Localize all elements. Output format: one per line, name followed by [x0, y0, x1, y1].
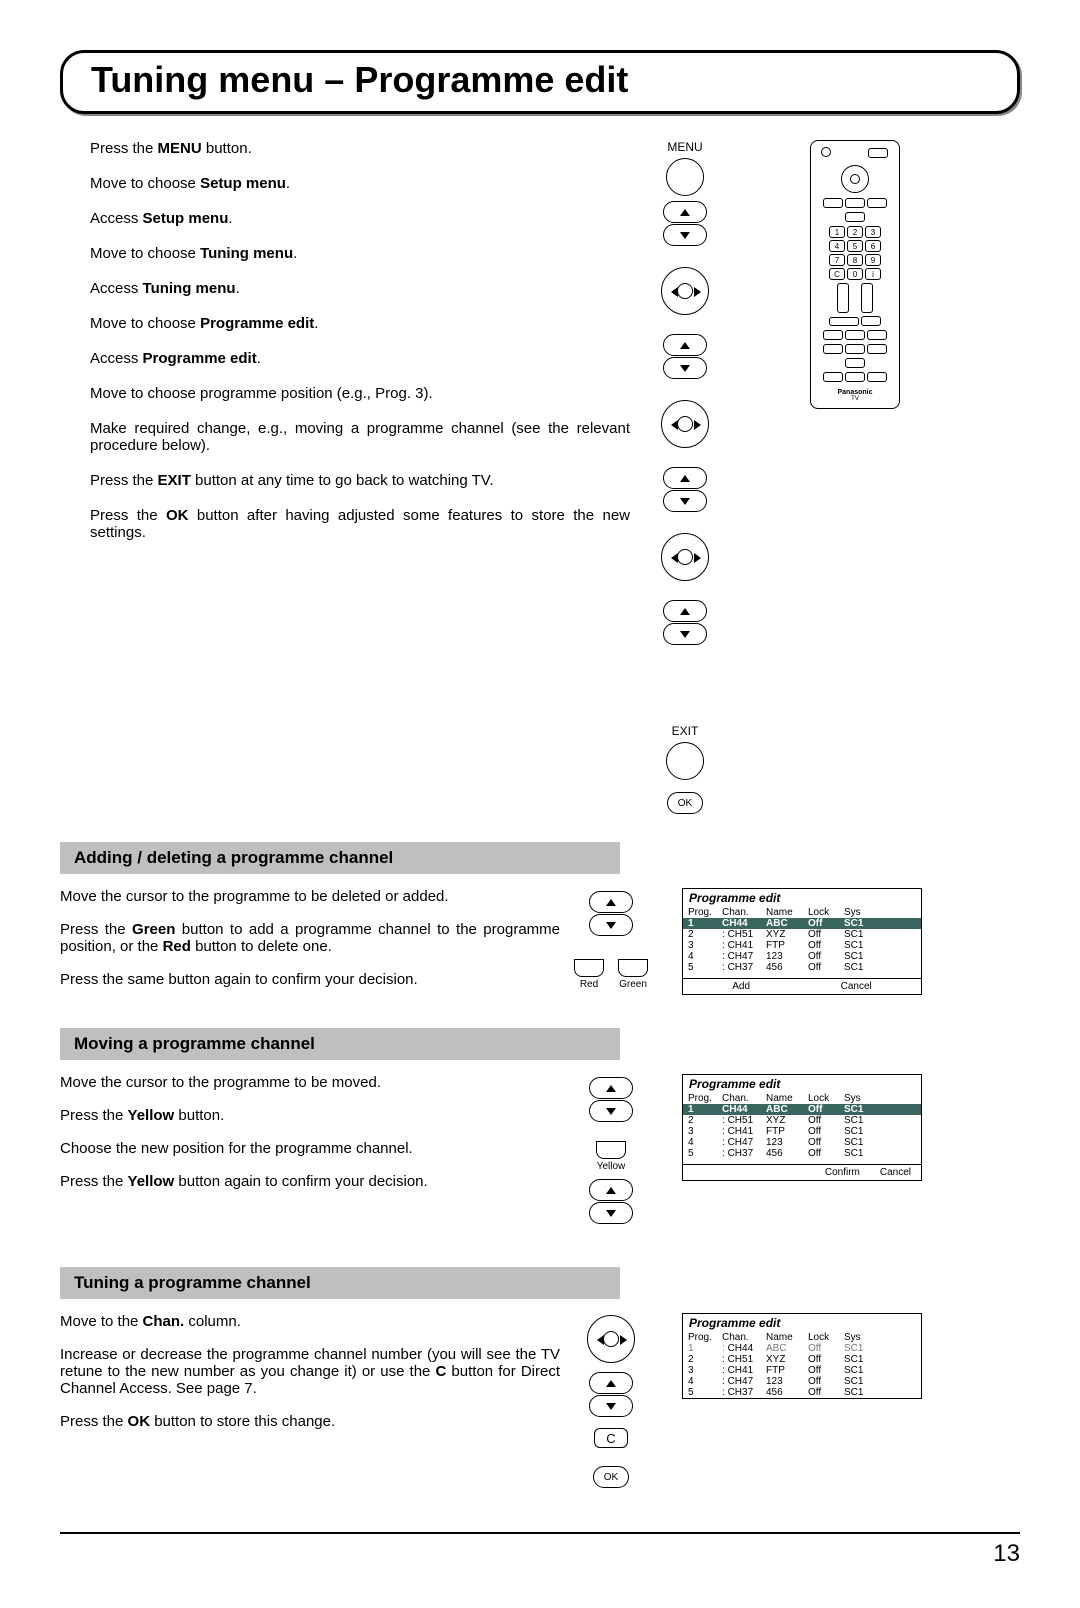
updown-icon [589, 1178, 633, 1225]
step-move-pos: Move to choose programme position (e.g.,… [90, 385, 630, 402]
osd-row: 3: CH41FTPOffSC1 [683, 1365, 921, 1376]
step-make-change: Make required change, e.g., moving a pro… [90, 420, 630, 454]
step-2: Move to choose Setup menu. [90, 175, 630, 192]
osd-foot: ConfirmCancel [683, 1164, 921, 1180]
page-number: 13 [60, 1532, 1020, 1568]
section-move-p4: Press the Yellow button again to confirm… [60, 1173, 560, 1190]
section-add-p1: Move the cursor to the programme to be d… [60, 888, 560, 905]
steps-area: Press the MENU button. Move to choose Se… [90, 140, 1020, 818]
osd-row: 1CH44ABCOffSC1 [683, 918, 921, 929]
section-add-p2: Press the Green button to add a programm… [60, 921, 560, 955]
osd-title: Programme edit [683, 1314, 921, 1332]
osd-foot: AddCancel [683, 978, 921, 994]
osd-add: Programme edit Prog.Chan.NameLockSys 1CH… [682, 888, 922, 995]
osd-headers: Prog.Chan.NameLockSys [683, 907, 921, 918]
step-5: Access Tuning menu. [90, 280, 630, 297]
remote-brand: Panasonic [817, 389, 893, 396]
updown-icon [589, 1076, 633, 1123]
section-add-p3: Press the same button again to confirm y… [60, 971, 560, 988]
remote-illustration: 123 456 789 C0i Panasonic TV [810, 140, 900, 409]
section-tune-p2: Increase or decrease the programme chann… [60, 1346, 560, 1397]
osd-tune: Programme edit Prog.Chan.NameLockSys 1: … [682, 1313, 922, 1399]
osd-row: 3: CH41FTPOffSC1 [683, 940, 921, 951]
menu-button-icon [666, 158, 704, 196]
step-4: Move to choose Tuning menu. [90, 245, 630, 262]
osd-row: 1: CH44ABCOffSC1 [683, 1343, 921, 1354]
osd-row: 5: CH37456OffSC1 [683, 1387, 921, 1398]
green-label: Green [619, 979, 647, 990]
osd-headers: Prog.Chan.NameLockSys [683, 1332, 921, 1343]
section-add-title: Adding / deleting a programme channel [60, 842, 620, 874]
osd-move: Programme edit Prog.Chan.NameLockSys 1CH… [682, 1074, 922, 1181]
osd-row: 2: CH51XYZOffSC1 [683, 1115, 921, 1126]
step-6: Move to choose Programme edit. [90, 315, 630, 332]
osd-row: 3: CH41FTPOffSC1 [683, 1126, 921, 1137]
osd-row: 2: CH51XYZOffSC1 [683, 1354, 921, 1365]
section-add-body: Move the cursor to the programme to be d… [60, 888, 1020, 1004]
steps-icons-column: MENU [650, 140, 720, 818]
updown-icon [663, 200, 707, 247]
yellow-button-icon [596, 1141, 626, 1159]
ok-button-icon: OK [593, 1466, 629, 1488]
c-button-icon: C [594, 1428, 628, 1448]
red-button-icon [574, 959, 604, 977]
osd-row: 4: CH47123OffSC1 [683, 951, 921, 962]
yellow-label: Yellow [597, 1161, 626, 1172]
section-tune-body: Move to the Chan. column. Increase or de… [60, 1313, 1020, 1492]
step-1: Press the MENU button. [90, 140, 630, 157]
green-button-icon [618, 959, 648, 977]
osd-row: 4: CH47123OffSC1 [683, 1376, 921, 1387]
exit-button-icon [666, 742, 704, 780]
step-exit: Press the EXIT button at any time to go … [90, 472, 630, 489]
ok-button-icon: OK [667, 792, 703, 814]
red-label: Red [580, 979, 598, 990]
updown-icon [663, 599, 707, 646]
updown-icon [663, 333, 707, 380]
nav-pad-icon [661, 267, 709, 315]
remote-column: 123 456 789 C0i Panasonic TV [800, 140, 910, 409]
osd-row: 2: CH51XYZOffSC1 [683, 929, 921, 940]
section-move-p3: Choose the new position for the programm… [60, 1140, 560, 1157]
section-move-p1: Move the cursor to the programme to be m… [60, 1074, 560, 1091]
osd-row: 4: CH47123OffSC1 [683, 1137, 921, 1148]
page-title: Tuning menu – Programme edit [91, 59, 989, 101]
section-move-p2: Press the Yellow button. [60, 1107, 560, 1124]
section-tune-p3: Press the OK button to store this change… [60, 1413, 560, 1430]
section-tune-title: Tuning a programme channel [60, 1267, 620, 1299]
nav-pad-icon [587, 1315, 635, 1363]
exit-label: EXIT [672, 724, 699, 738]
remote-sub: TV [817, 396, 893, 402]
menu-label: MENU [667, 140, 702, 154]
osd-row: 5: CH37456OffSC1 [683, 1148, 921, 1159]
section-tune-p1: Move to the Chan. column. [60, 1313, 560, 1330]
step-ok: Press the OK button after having adjuste… [90, 507, 630, 541]
section-move-body: Move the cursor to the programme to be m… [60, 1074, 1020, 1243]
nav-pad-icon [661, 400, 709, 448]
updown-icon [589, 890, 633, 937]
updown-icon [663, 466, 707, 513]
osd-row: 1CH44ABCOffSC1 [683, 1104, 921, 1115]
step-7: Access Programme edit. [90, 350, 630, 367]
osd-headers: Prog.Chan.NameLockSys [683, 1093, 921, 1104]
nav-pad-icon [661, 533, 709, 581]
osd-title: Programme edit [683, 1075, 921, 1093]
section-move-title: Moving a programme channel [60, 1028, 620, 1060]
osd-row: 5: CH37456OffSC1 [683, 962, 921, 973]
page-title-box: Tuning menu – Programme edit [60, 50, 1020, 114]
color-button-row: Red Green [570, 959, 652, 990]
step-3: Access Setup menu. [90, 210, 630, 227]
steps-text: Press the MENU button. Move to choose Se… [90, 140, 630, 559]
osd-title: Programme edit [683, 889, 921, 907]
yellow-button-stack: Yellow [592, 1141, 630, 1172]
updown-icon [589, 1371, 633, 1418]
